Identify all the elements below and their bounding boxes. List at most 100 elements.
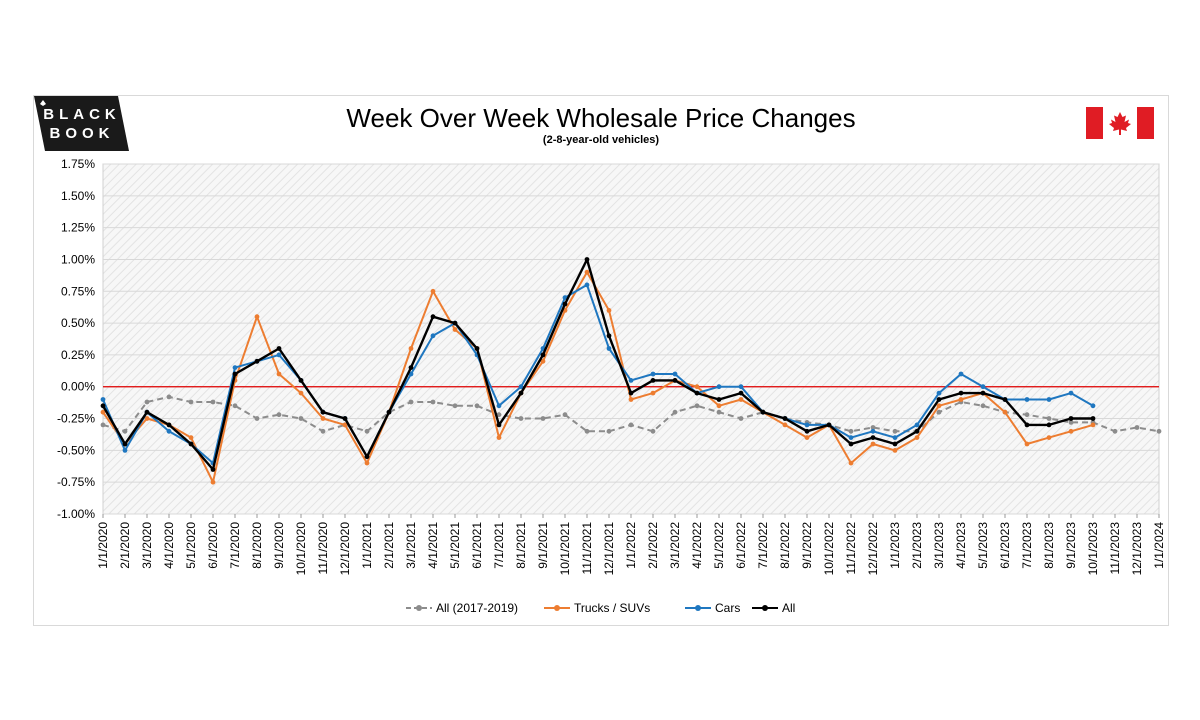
data-point xyxy=(650,371,656,377)
x-tick-label: 10/1/2022 xyxy=(822,522,836,576)
data-point xyxy=(760,409,766,415)
x-tick-label: 6/1/2022 xyxy=(734,522,748,569)
data-point xyxy=(672,378,678,383)
x-tick-label: 8/1/2022 xyxy=(778,522,792,569)
legend-marker xyxy=(554,605,560,611)
data-point xyxy=(452,327,458,332)
x-tick-label: 1/1/2022 xyxy=(624,522,638,569)
legend-label: All (2017-2019) xyxy=(436,601,518,615)
data-point xyxy=(276,371,282,377)
data-point xyxy=(276,352,282,358)
y-tick-label: 1.00% xyxy=(61,252,95,266)
series-all xyxy=(100,257,1096,472)
data-point xyxy=(1046,422,1052,428)
y-tick-label: -1.00% xyxy=(57,507,95,521)
data-point xyxy=(892,448,898,453)
x-tick-label: 5/1/2023 xyxy=(976,522,990,569)
data-point xyxy=(540,416,546,421)
x-tick-label: 7/1/2022 xyxy=(756,522,770,569)
data-point xyxy=(716,403,722,409)
data-point xyxy=(958,397,964,402)
data-point xyxy=(188,435,194,440)
line-chart: 1.75% 1.50% 1.25% 1.00% 0.75% 0.50% 0.25% 0.00%… xyxy=(57,157,1166,615)
x-tick-label: 10/1/2020 xyxy=(294,522,308,576)
data-point xyxy=(518,390,524,396)
x-tick-label: 1/1/2021 xyxy=(360,522,374,569)
data-point xyxy=(1068,428,1074,434)
y-tick-label: -0.50% xyxy=(57,443,95,457)
data-point xyxy=(1090,422,1096,428)
data-point xyxy=(716,384,722,390)
x-tick-label: 12/1/2020 xyxy=(338,522,352,576)
data-point xyxy=(166,428,172,434)
data-point xyxy=(100,403,106,409)
data-point xyxy=(232,403,238,409)
data-point xyxy=(518,384,524,390)
data-point xyxy=(804,422,810,428)
data-point xyxy=(144,416,150,421)
x-tick-label: 4/1/2022 xyxy=(690,522,704,569)
x-tick-label: 10/1/2023 xyxy=(1086,522,1100,576)
data-point xyxy=(1024,422,1030,428)
data-point xyxy=(1024,397,1030,402)
data-point xyxy=(232,365,238,370)
x-tick-label: 9/1/2021 xyxy=(536,522,550,569)
data-point xyxy=(1068,416,1074,421)
data-point xyxy=(672,409,678,415)
chart-title: Week Over Week Wholesale Price Changes xyxy=(346,103,856,133)
x-tick-label: 12/1/2022 xyxy=(866,522,880,576)
x-tick-label: 11/1/2020 xyxy=(316,522,330,575)
legend-item: All xyxy=(752,601,795,615)
x-tick-label: 2/1/2020 xyxy=(118,522,132,569)
data-point xyxy=(562,295,568,300)
series-trucks xyxy=(100,269,1096,485)
data-point xyxy=(672,371,678,377)
data-point xyxy=(936,390,942,396)
data-point xyxy=(870,428,876,434)
x-tick-label: 8/1/2023 xyxy=(1042,522,1056,569)
black-book-logo: BLACK BOOK xyxy=(34,96,129,151)
data-point xyxy=(496,435,502,440)
x-tick-label: 12/1/2023 xyxy=(1130,522,1144,576)
x-tick-label: 8/1/2020 xyxy=(250,522,264,569)
data-point xyxy=(430,288,436,294)
data-point xyxy=(892,435,898,440)
x-tick-label: 7/1/2021 xyxy=(492,522,506,569)
data-point xyxy=(166,422,172,428)
y-tick-label: -0.75% xyxy=(57,475,95,489)
x-tick-label: 1/1/2023 xyxy=(888,522,902,569)
data-point xyxy=(1024,441,1030,447)
x-tick-label: 11/1/2023 xyxy=(1108,522,1122,575)
x-tick-label: 6/1/2023 xyxy=(998,522,1012,569)
data-point xyxy=(452,320,458,326)
data-point xyxy=(606,333,612,339)
y-tick-label: 1.25% xyxy=(61,221,95,235)
data-point xyxy=(738,397,744,402)
y-tick-label: 0.25% xyxy=(61,348,95,362)
data-point xyxy=(628,390,634,396)
data-point xyxy=(364,454,370,460)
data-point xyxy=(1156,428,1162,434)
legend-label: Cars xyxy=(715,601,740,615)
data-point xyxy=(496,403,502,409)
data-point xyxy=(430,399,436,405)
x-tick-label: 12/1/2021 xyxy=(602,522,616,576)
data-point xyxy=(892,441,898,447)
data-point xyxy=(606,346,612,351)
x-tick-label: 9/1/2022 xyxy=(800,522,814,569)
x-tick-label: 5/1/2020 xyxy=(184,522,198,569)
data-point xyxy=(1112,428,1118,434)
data-point xyxy=(276,412,282,418)
data-point xyxy=(716,409,722,415)
x-tick-label: 2/1/2022 xyxy=(646,522,660,569)
data-point xyxy=(804,435,810,440)
data-point xyxy=(628,422,634,428)
data-point xyxy=(870,425,876,430)
data-point xyxy=(584,269,590,275)
x-tick-label: 5/1/2022 xyxy=(712,522,726,569)
legend-label: Trucks / SUVs xyxy=(574,601,650,615)
data-point xyxy=(628,397,634,402)
data-point xyxy=(298,378,304,383)
data-point xyxy=(650,378,656,383)
data-point xyxy=(914,422,920,428)
